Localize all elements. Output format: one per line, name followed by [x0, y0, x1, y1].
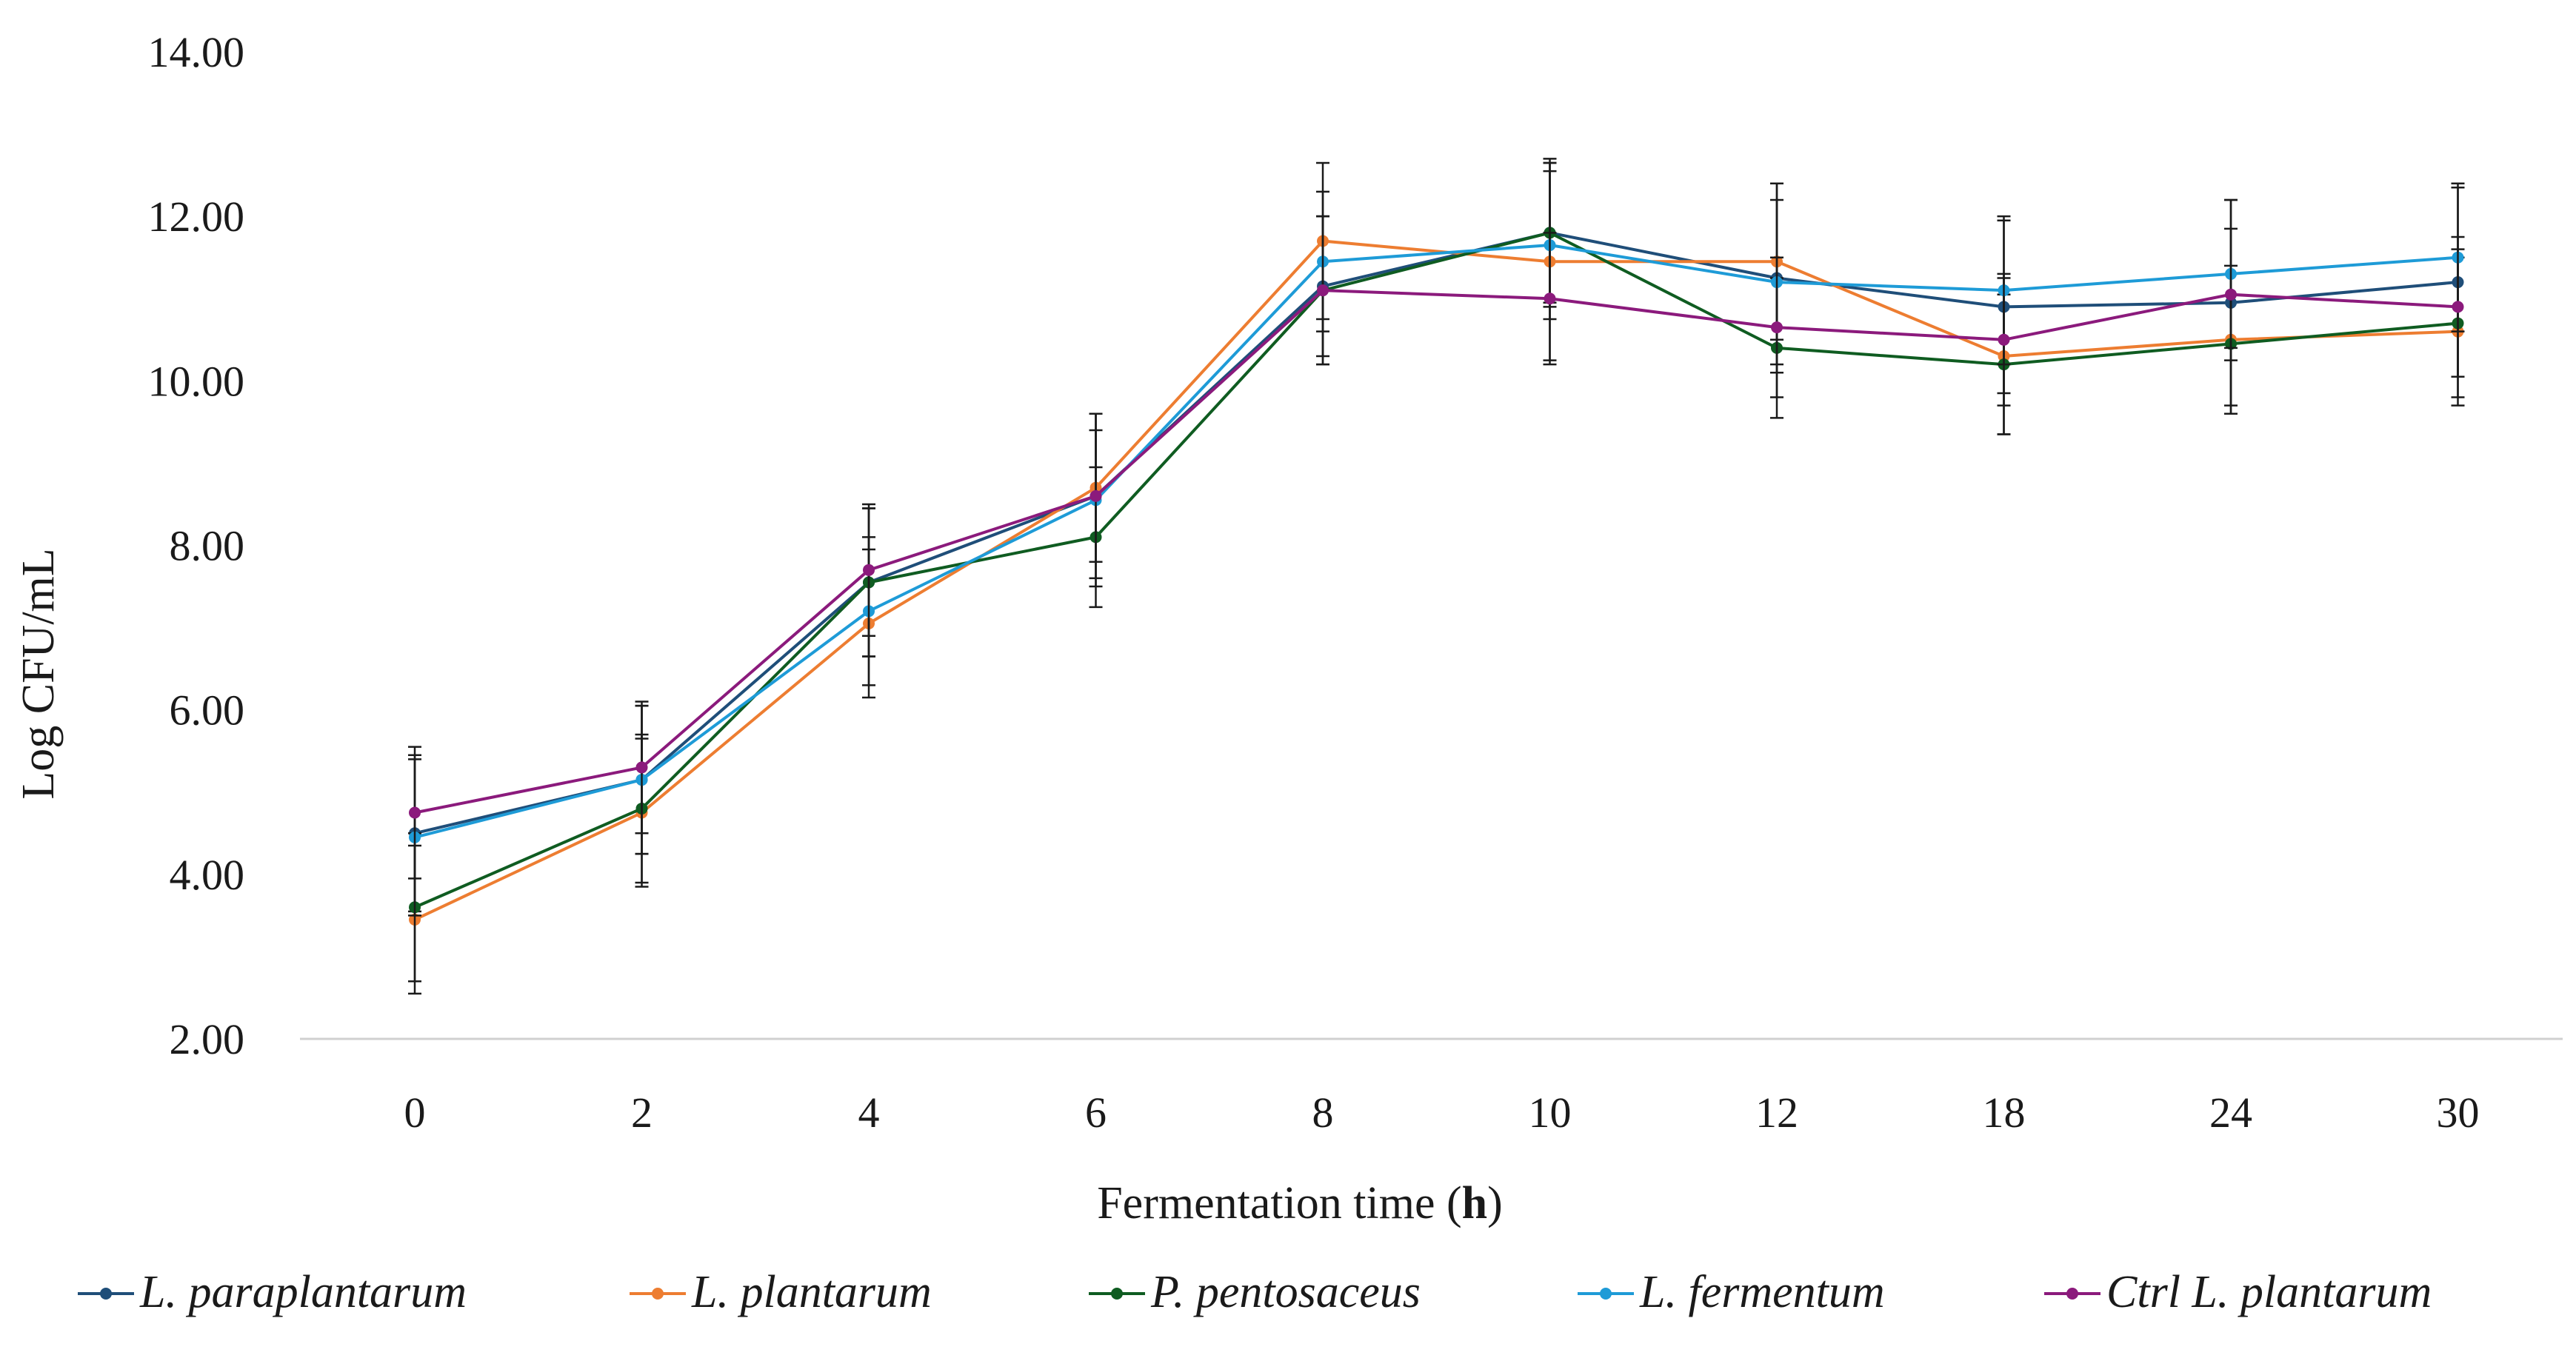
data-point — [1090, 489, 1102, 502]
legend-item: P. pentosaceus — [1089, 1267, 1421, 1317]
data-point — [635, 761, 648, 774]
x-tick-label: 12 — [1755, 1089, 1798, 1137]
y-tick-label: 12.00 — [148, 193, 245, 241]
x-tick-label: 18 — [1983, 1089, 2026, 1137]
y-tick-label: 10.00 — [148, 357, 245, 405]
series-1 — [408, 161, 2465, 995]
data-point — [1317, 284, 1329, 297]
legend-swatch-marker — [100, 1288, 112, 1300]
x-tick-label: 6 — [1085, 1089, 1107, 1137]
series-line — [414, 231, 2458, 909]
legend-swatch-marker — [1111, 1288, 1123, 1300]
y-axis-title: Log CFU/mL — [13, 548, 64, 799]
series-line — [414, 244, 2458, 839]
data-point — [1998, 333, 2010, 346]
x-axis-title-close: ) — [1487, 1178, 1503, 1228]
data-point — [1544, 292, 1556, 305]
legend-label: P. pentosaceus — [1150, 1267, 1421, 1317]
series-4 — [408, 215, 2465, 880]
series-layer — [408, 158, 2465, 995]
data-point — [2225, 288, 2237, 301]
y-tick-label: 8.00 — [170, 522, 245, 570]
legend-item: L. paraplantarum — [78, 1267, 467, 1317]
x-axis-title-unit: h — [1462, 1178, 1487, 1228]
x-tick-label: 30 — [2437, 1089, 2480, 1137]
y-tick-label: 4.00 — [170, 851, 245, 899]
y-tick-label: 2.00 — [170, 1015, 245, 1063]
x-tick-label: 2 — [631, 1089, 653, 1137]
legend-swatch-marker — [2066, 1288, 2078, 1300]
series-line — [414, 239, 2458, 921]
y-tick-label: 6.00 — [170, 686, 245, 735]
data-point — [1771, 321, 1783, 334]
x-tick-label: 4 — [858, 1089, 880, 1137]
x-tick-label: 8 — [1312, 1089, 1334, 1137]
series-3 — [408, 170, 2465, 917]
data-point — [863, 564, 875, 576]
legend-swatch-marker — [652, 1288, 664, 1300]
data-point — [409, 806, 421, 819]
x-axis-ticks: 0 2 4 6 8 10 12 18 24 30 — [404, 1089, 2480, 1137]
y-tick-label: 14.00 — [148, 28, 245, 76]
legend: L. paraplantarum L. plantarum P. pentosace… — [78, 1267, 2432, 1317]
series-0 — [408, 161, 2465, 913]
data-point — [2452, 301, 2464, 313]
legend-label: L. fermentum — [1639, 1267, 1885, 1317]
series-2 — [408, 158, 2465, 983]
legend-label: Ctrl L. plantarum — [2106, 1267, 2432, 1317]
y-axis-ticks: 2.00 4.00 6.00 8.00 10.00 12.00 14.00 — [148, 28, 245, 1063]
series-line — [414, 231, 2458, 835]
x-tick-label: 0 — [404, 1089, 426, 1137]
x-tick-label: 10 — [1529, 1089, 1572, 1137]
legend-label: L. plantarum — [691, 1267, 932, 1317]
legend-item: L. fermentum — [1578, 1267, 1885, 1317]
x-axis-title: Fermentation time (h) — [1097, 1178, 1503, 1228]
legend-item: L. plantarum — [630, 1267, 932, 1317]
legend-label: L. paraplantarum — [139, 1267, 467, 1317]
legend-swatch-marker — [1600, 1288, 1612, 1300]
legend-item: Ctrl L. plantarum — [2044, 1267, 2432, 1317]
x-tick-label: 24 — [2209, 1089, 2252, 1137]
series-line — [414, 289, 2458, 815]
x-axis-title-main: Fermentation time ( — [1097, 1178, 1461, 1228]
